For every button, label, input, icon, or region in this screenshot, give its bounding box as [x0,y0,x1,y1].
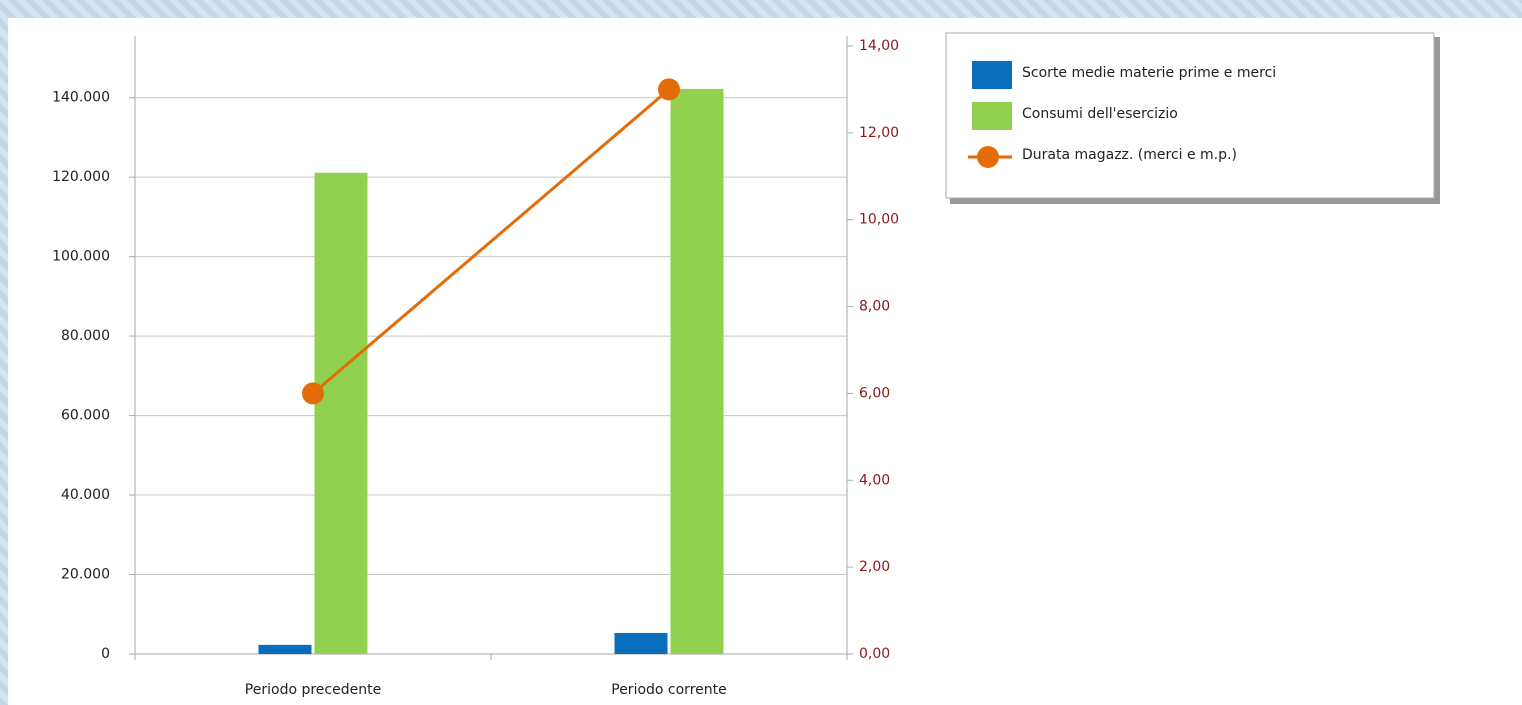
y2-tick-label: 6,00 [859,385,890,401]
legend-box [945,32,1435,199]
x-tick-label: Periodo precedente [245,682,381,698]
y2-tick-label: 2,00 [859,559,890,575]
y2-tick-label: 8,00 [859,299,890,315]
y2-tick-label: 12,00 [859,125,899,141]
y2-tick-label: 0,00 [859,646,890,662]
legend-label: Consumi dell'esercizio [1022,106,1178,122]
bar [314,172,368,655]
bar [258,644,312,654]
y-tick-label: 40.000 [61,487,110,503]
legend-marker [977,146,999,168]
bar [614,632,668,654]
line-marker [302,382,324,405]
bar [670,88,724,654]
y-tick-label: 80.000 [61,328,110,344]
y2-tick-label: 10,00 [859,212,899,228]
y2-tick-label: 14,00 [859,38,899,54]
legend-label: Durata magazz. (merci e m.p.) [1022,147,1237,163]
line [312,88,670,395]
line-marker [658,78,680,101]
y-tick-label: 120.000 [52,169,110,185]
legend-swatch [972,61,1012,89]
y-tick-label: 100.000 [52,249,110,265]
y-tick-label: 140.000 [52,90,110,106]
y2-tick-label: 4,00 [859,472,890,488]
legend-swatch [972,102,1012,130]
legend-label: Scorte medie materie prime e merci [1022,65,1276,81]
y-tick-label: 60.000 [61,408,110,424]
y-tick-label: 20.000 [61,567,110,583]
x-tick-label: Periodo corrente [611,682,726,698]
y-tick-label: 0 [101,646,110,662]
